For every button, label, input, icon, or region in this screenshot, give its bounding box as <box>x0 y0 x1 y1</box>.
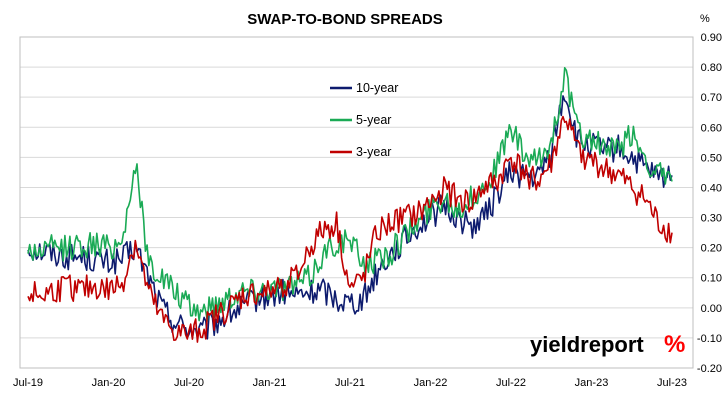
y-tick-label: 0.90 <box>701 32 722 44</box>
x-tick-label: Jan-20 <box>92 377 126 389</box>
x-tick-label: Jan-23 <box>575 377 609 389</box>
series-line-5-year <box>27 67 673 322</box>
series-lines <box>27 67 673 343</box>
logo-percent-icon: % <box>664 331 685 358</box>
x-tick-label: Jan-22 <box>414 377 448 389</box>
x-tick-label: Jan-21 <box>253 377 287 389</box>
series-line-3-year <box>27 115 673 343</box>
legend: 10-year 5-year 3-year <box>330 81 398 159</box>
plot-area <box>19 36 694 369</box>
x-tick-label: Jul-21 <box>335 377 365 389</box>
x-tick-label: Jul-22 <box>496 377 526 389</box>
y-tick-label: 0.30 <box>701 213 722 225</box>
x-tick-label: Jul-19 <box>13 377 43 389</box>
y-tick-label: -0.10 <box>697 333 722 345</box>
y-tick-label: -0.20 <box>697 363 722 375</box>
legend-label-5-year: 5-year <box>356 113 391 127</box>
y-tick-label: 0.50 <box>701 152 722 164</box>
y-tick-label: 0.10 <box>701 273 722 285</box>
x-axis-ticks: Jul-19 Jan-20 Jul-20 Jan-21 Jul-21 Jan-22 Jul-… <box>13 377 687 389</box>
y-tick-label: 0.60 <box>701 122 722 134</box>
y-tick-label: 0.00 <box>701 303 722 315</box>
y-tick-label: 0.70 <box>701 92 722 104</box>
x-tick-label: Jul-20 <box>174 377 204 389</box>
y-tick-label: 0.40 <box>701 182 722 194</box>
legend-label-3-year: 3-year <box>356 145 391 159</box>
x-tick-label: Jul-23 <box>657 377 687 389</box>
yieldreport-logo: yieldreport % <box>530 331 685 358</box>
y-tick-label: 0.80 <box>701 62 722 74</box>
y-axis-ticks: 0.90 0.80 0.70 0.60 0.50 0.40 0.30 0.20 0.10 0.00… <box>697 32 722 375</box>
logo-text-report: report <box>580 332 644 357</box>
chart-title: SWAP-TO-BOND SPREADS <box>247 11 443 28</box>
legend-label-10-year: 10-year <box>356 81 398 95</box>
y-axis-unit: % <box>700 13 710 25</box>
svg-text:yieldreport: yieldreport <box>530 332 644 357</box>
logo-text-yield: yield <box>530 332 580 357</box>
y-tick-label: 0.20 <box>701 243 722 255</box>
